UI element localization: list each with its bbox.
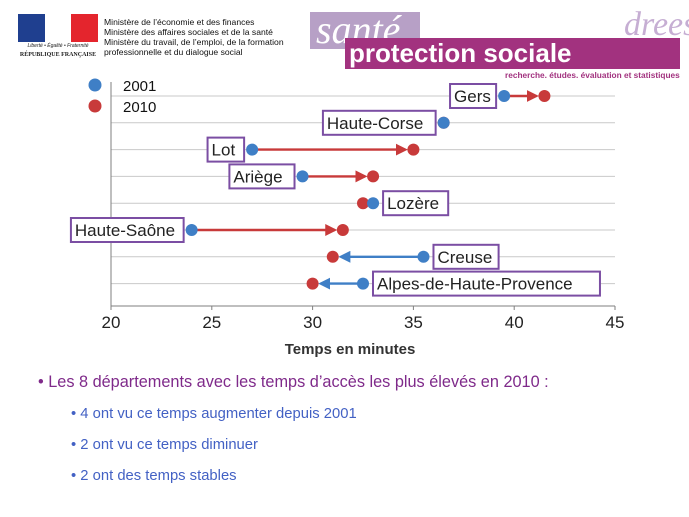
department-label: Gers bbox=[454, 87, 491, 106]
point-2001 bbox=[357, 277, 369, 290]
marianne-logo: Liberté • Égalité • Fraternité RÉPUBLIQU… bbox=[14, 12, 100, 64]
point-2001 bbox=[246, 143, 259, 156]
point-2010 bbox=[326, 250, 339, 263]
legend-marker-2001 bbox=[88, 78, 102, 92]
department-label-box bbox=[69, 217, 185, 243]
dumbbell-chart: 20 25 30 35 40 45 Temps en minutes 2001 2010 Gers… bbox=[69, 78, 625, 358]
department-label-box bbox=[432, 243, 500, 270]
point-2010 bbox=[306, 277, 319, 290]
ministry-line: Ministère de l’économie et des finances bbox=[104, 17, 255, 27]
department-label-box bbox=[449, 83, 498, 109]
department-label: Alpes-de-Haute-Provence bbox=[377, 275, 573, 294]
x-tick-label: 35 bbox=[404, 313, 423, 332]
bullet-sub-increase: • 4 ont vu ce temps augmenter depuis 200… bbox=[71, 406, 357, 422]
department-label: Ariège bbox=[233, 167, 282, 186]
republic-name: RÉPUBLIQUE FRANÇAISE bbox=[19, 52, 97, 58]
ministry-line: Ministère du travail, de l’emploi, de la… bbox=[104, 37, 284, 47]
x-tick-label: 30 bbox=[303, 313, 322, 332]
x-tick-label: 20 bbox=[102, 313, 121, 332]
french-flag-icon bbox=[18, 14, 99, 42]
department-label: Lozère bbox=[387, 194, 439, 213]
ministries-list: Ministère de l’économie et des finances … bbox=[104, 17, 284, 57]
bullet-main: • Les 8 départements avec les temps d’ac… bbox=[38, 373, 549, 391]
point-2001 bbox=[498, 90, 511, 102]
brand-tagline: recherche, études, évaluation et statist… bbox=[505, 70, 680, 80]
chart-area: 20 25 30 35 40 45 Temps en minutes 2001 2010 Gers… bbox=[58, 78, 628, 360]
ministry-line: professionnelle et du dialogue social bbox=[104, 47, 243, 57]
bullet-sub-decrease: • 2 ont vu ce temps diminuer bbox=[71, 437, 258, 453]
point-2010 bbox=[538, 90, 551, 102]
x-axis-title: Temps en minutes bbox=[285, 341, 416, 358]
x-tick-label: 45 bbox=[606, 313, 625, 332]
republic-motto: Liberté • Égalité • Fraternité bbox=[27, 43, 89, 49]
point-2001 bbox=[437, 116, 450, 129]
x-tick-label: 25 bbox=[202, 313, 221, 332]
department-label: Lot bbox=[212, 141, 236, 160]
point-2001 bbox=[417, 250, 430, 263]
bullet-sub-stable: • 2 ont des temps stables bbox=[71, 468, 237, 484]
point-2010 bbox=[407, 143, 420, 156]
department-label-box bbox=[206, 136, 246, 163]
department-label: Haute-Saône bbox=[75, 221, 175, 240]
brand-protection: protection sociale bbox=[349, 38, 572, 68]
department-label-box bbox=[228, 163, 296, 190]
brand-drees: drees bbox=[624, 6, 689, 43]
point-2001 bbox=[367, 197, 380, 210]
x-tick-label: 40 bbox=[505, 313, 524, 332]
department-label: Creuse bbox=[437, 248, 492, 267]
brand-protection-box bbox=[345, 38, 680, 69]
department-label-box bbox=[382, 190, 450, 217]
point-2010 bbox=[336, 224, 349, 236]
point-2010 bbox=[367, 170, 380, 183]
department-label-box bbox=[372, 270, 601, 297]
department-label-box bbox=[321, 109, 437, 136]
point-2001 bbox=[185, 224, 198, 236]
department-label: Haute-Corse bbox=[327, 114, 423, 133]
legend-label-2001: 2001 bbox=[123, 78, 156, 95]
legend-label-2010: 2010 bbox=[123, 99, 156, 116]
point-2010 bbox=[357, 197, 369, 210]
ministry-line: Ministère des affaires sociales et de la… bbox=[104, 27, 273, 37]
point-2001 bbox=[296, 170, 309, 183]
legend-marker-2010 bbox=[88, 99, 102, 113]
